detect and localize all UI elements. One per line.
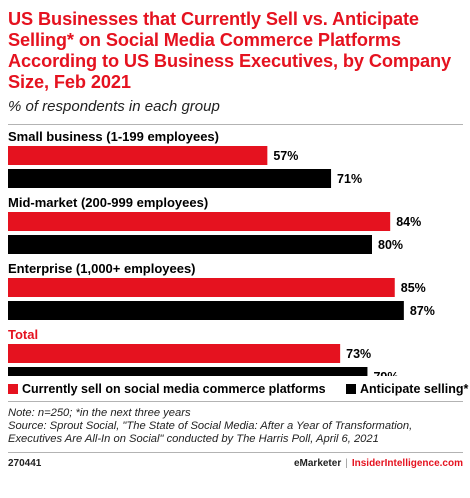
footer-divider <box>8 452 463 453</box>
legend-label-anticipate: Anticipate selling* <box>360 382 469 396</box>
category-label-mid-market-200-999-employees: Mid-market (200-999 employees) <box>8 195 208 210</box>
value-label-mid-market-200-999-employees-series-1: 80% <box>378 238 403 252</box>
bar-small-business-1-199-employees-series-1 <box>8 169 332 188</box>
notes-block: Note: n=250; *in the next three years So… <box>8 407 468 447</box>
footer-brand: eMarketer | InsiderIntelligence.com <box>294 456 463 472</box>
bar-total-series-0 <box>8 344 341 363</box>
bar-chart: Small business (1-199 employees) 57% 71% Mi… <box>8 129 435 376</box>
value-label-mid-market-200-999-employees-series-0: 84% <box>396 215 421 229</box>
category-label-total: Total <box>8 327 38 342</box>
chart-subtitle: % of respondents in each group <box>8 98 220 115</box>
category-label-enterprise-1-000-employees: Enterprise (1,000+ employees) <box>8 261 196 276</box>
value-label-enterprise-1-000-employees-series-1: 87% <box>410 304 435 318</box>
legend-swatch-black <box>346 384 356 394</box>
source-text: Source: Sprout Social, "The State of Soc… <box>8 420 413 446</box>
brand-separator: | <box>345 458 348 469</box>
bar-mid-market-200-999-employees-series-0 <box>8 212 391 231</box>
bar-enterprise-1-000-employees-series-0 <box>8 278 395 297</box>
bar-small-business-1-199-employees-series-0 <box>8 146 268 165</box>
notes-divider <box>8 401 463 402</box>
brand-emarketer: eMarketer <box>293 458 342 469</box>
legend-swatch-red <box>8 384 18 394</box>
legend-label-current: Currently sell on social media commerce … <box>22 382 326 396</box>
bar-mid-market-200-999-employees-series-1 <box>8 235 372 254</box>
chart-id: 270441 <box>8 458 42 469</box>
chart-title: US Businesses that Currently Sell vs. An… <box>8 9 452 92</box>
value-label-small-business-1-199-employees-series-0: 57% <box>273 149 298 163</box>
value-label-enterprise-1-000-employees-series-0: 85% <box>401 281 426 295</box>
brand-site: InsiderIntelligence.com <box>351 458 463 469</box>
value-label-small-business-1-199-employees-series-1: 71% <box>337 172 362 186</box>
chart-legend: Currently sell on social media commerce … <box>8 380 468 398</box>
value-label-total-series-0: 73% <box>346 347 371 361</box>
value-label-total-series-1: 79% <box>373 370 398 376</box>
category-label-small-business-1-199-employees: Small business (1-199 employees) <box>8 129 219 144</box>
bar-enterprise-1-000-employees-series-1 <box>8 301 404 320</box>
note-text: Note: n=250; *in the next three years <box>8 407 191 419</box>
footer: 270441 eMarketer | InsiderIntelligence.com <box>8 456 463 472</box>
bar-total-series-1 <box>8 367 368 376</box>
top-divider <box>8 124 463 125</box>
